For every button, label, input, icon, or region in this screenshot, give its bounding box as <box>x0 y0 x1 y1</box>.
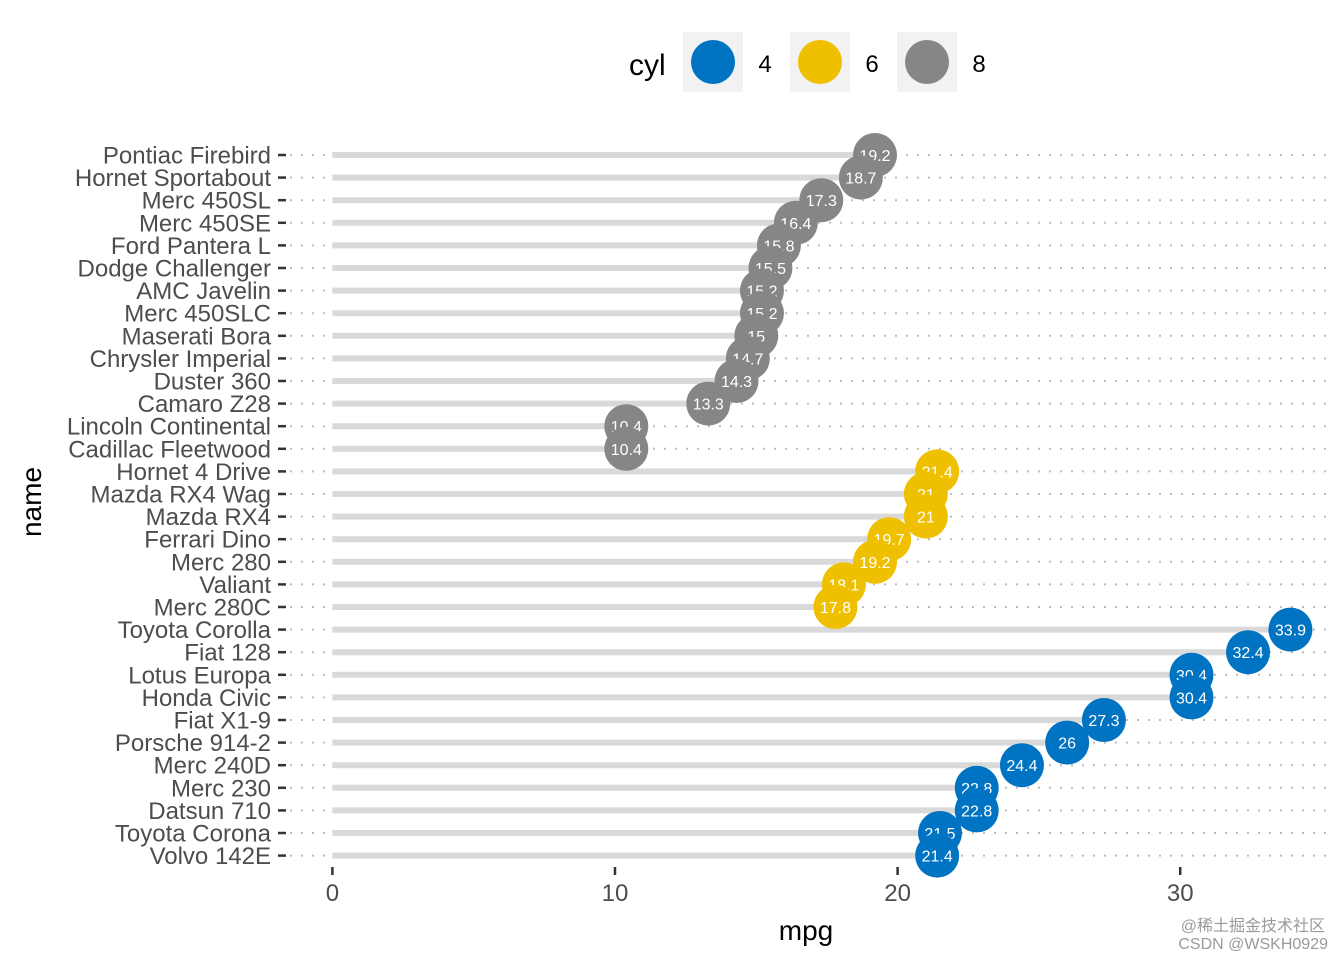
legend-key-swatch <box>798 40 842 84</box>
data-point <box>1226 630 1271 675</box>
y-tick-label: Merc 450SL <box>142 188 271 215</box>
y-tick-label: AMC Javelin <box>136 278 271 305</box>
y-tick-label: Duster 360 <box>154 369 271 396</box>
legend-entry-label: 4 <box>758 51 771 78</box>
y-tick-label: Merc 230 <box>171 775 271 802</box>
data-point <box>999 743 1044 788</box>
watermark-line-2: CSDN @WSKH0929 <box>1178 936 1328 953</box>
y-tick-label: Camaro Z28 <box>138 391 271 418</box>
y-tick-label: Fiat 128 <box>184 640 271 667</box>
segments <box>332 152 1291 859</box>
y-tick-label: Mazda RX4 Wag <box>90 482 271 509</box>
data-label: 10.4 <box>611 442 642 459</box>
data-label: 33.9 <box>1275 623 1306 640</box>
x-tick-label: 0 <box>326 880 339 907</box>
x-axis: 0 10 20 30 <box>326 867 1194 907</box>
y-tick-label: Toyota Corona <box>115 821 272 848</box>
y-tick-label: Pontiac Firebird <box>103 143 271 170</box>
legend: cyl 4 6 8 <box>629 32 986 92</box>
data-point <box>604 426 649 471</box>
legend-entry-label: 8 <box>972 51 985 78</box>
y-tick-label: Merc 450SLC <box>124 301 271 328</box>
data-point <box>1081 698 1126 742</box>
y-tick-label: Hornet Sportabout <box>75 165 271 192</box>
y-tick-label: Lincoln Continental <box>67 414 271 441</box>
data-point <box>1169 675 1214 720</box>
y-tick-label: Porsche 914-2 <box>115 730 271 757</box>
data-label: 21 <box>917 510 935 527</box>
y-tick-label: Lotus Europa <box>128 662 271 689</box>
y-tick-label: Merc 280C <box>154 595 271 622</box>
data-label: 17.8 <box>820 600 851 617</box>
data-label: 26 <box>1058 736 1076 753</box>
data-point <box>853 539 897 584</box>
data-label: 18.7 <box>845 171 876 188</box>
legend-entry-label: 6 <box>865 51 878 78</box>
watermark-line-1: @稀土掘金技术社区 <box>1181 917 1325 935</box>
y-tick-label: Volvo 142E <box>150 843 271 870</box>
data-label: 21.4 <box>922 849 953 866</box>
y-tick-label: Merc 280 <box>171 549 271 576</box>
y-tick-label: Datsun 710 <box>148 798 271 825</box>
legend-title: cyl <box>629 49 666 82</box>
x-axis-title: mpg <box>779 915 833 946</box>
data-point <box>1045 720 1090 765</box>
data-label: 22.8 <box>961 803 992 820</box>
data-point <box>838 155 883 200</box>
y-tick-label: Ford Pantera L <box>111 233 271 260</box>
data-label: 13.3 <box>693 397 724 414</box>
y-axis-title: name <box>16 467 47 537</box>
y-tick-label: Valiant <box>199 572 271 599</box>
data-point <box>915 833 960 878</box>
data-point <box>686 381 731 426</box>
y-tick-label: Merc 450SE <box>139 210 271 237</box>
y-tick-label: Hornet 4 Drive <box>116 459 271 486</box>
y-tick-label: Honda Civic <box>142 685 271 712</box>
data-label: 17.3 <box>806 193 837 210</box>
y-tick-label: Cadillac Fleetwood <box>68 436 271 463</box>
y-tick-label: Toyota Corolla <box>118 617 272 644</box>
legend-key-swatch <box>905 40 949 84</box>
data-point <box>1268 607 1313 652</box>
data-label: 30.4 <box>1176 690 1207 707</box>
y-tick-label: Chrysler Imperial <box>90 346 271 373</box>
y-tick-label: Merc 240D <box>154 753 271 780</box>
data-point <box>903 494 948 539</box>
data-label: 24.4 <box>1006 758 1037 775</box>
data-point <box>954 788 999 833</box>
y-tick-label: Dodge Challenger <box>78 256 271 283</box>
data-label: 27.3 <box>1088 713 1119 730</box>
y-tick-label: Maserati Bora <box>122 323 272 350</box>
points: 19.218.717.316.415.815.515.215.21514.714… <box>604 133 1313 878</box>
data-point <box>813 585 858 629</box>
legend-keys: 4 6 8 <box>683 32 986 92</box>
y-tick-label: Mazda RX4 <box>146 504 271 531</box>
y-tick-label: Fiat X1-9 <box>174 708 271 735</box>
x-tick-label: 10 <box>602 880 629 907</box>
x-tick-label: 30 <box>1167 880 1194 907</box>
data-label: 19.2 <box>859 555 890 572</box>
data-label: 32.4 <box>1232 645 1263 662</box>
data-label: 14.3 <box>721 374 752 391</box>
y-tick-label: Ferrari Dino <box>144 527 271 554</box>
legend-key-swatch <box>691 40 735 84</box>
x-tick-label: 20 <box>884 880 911 907</box>
